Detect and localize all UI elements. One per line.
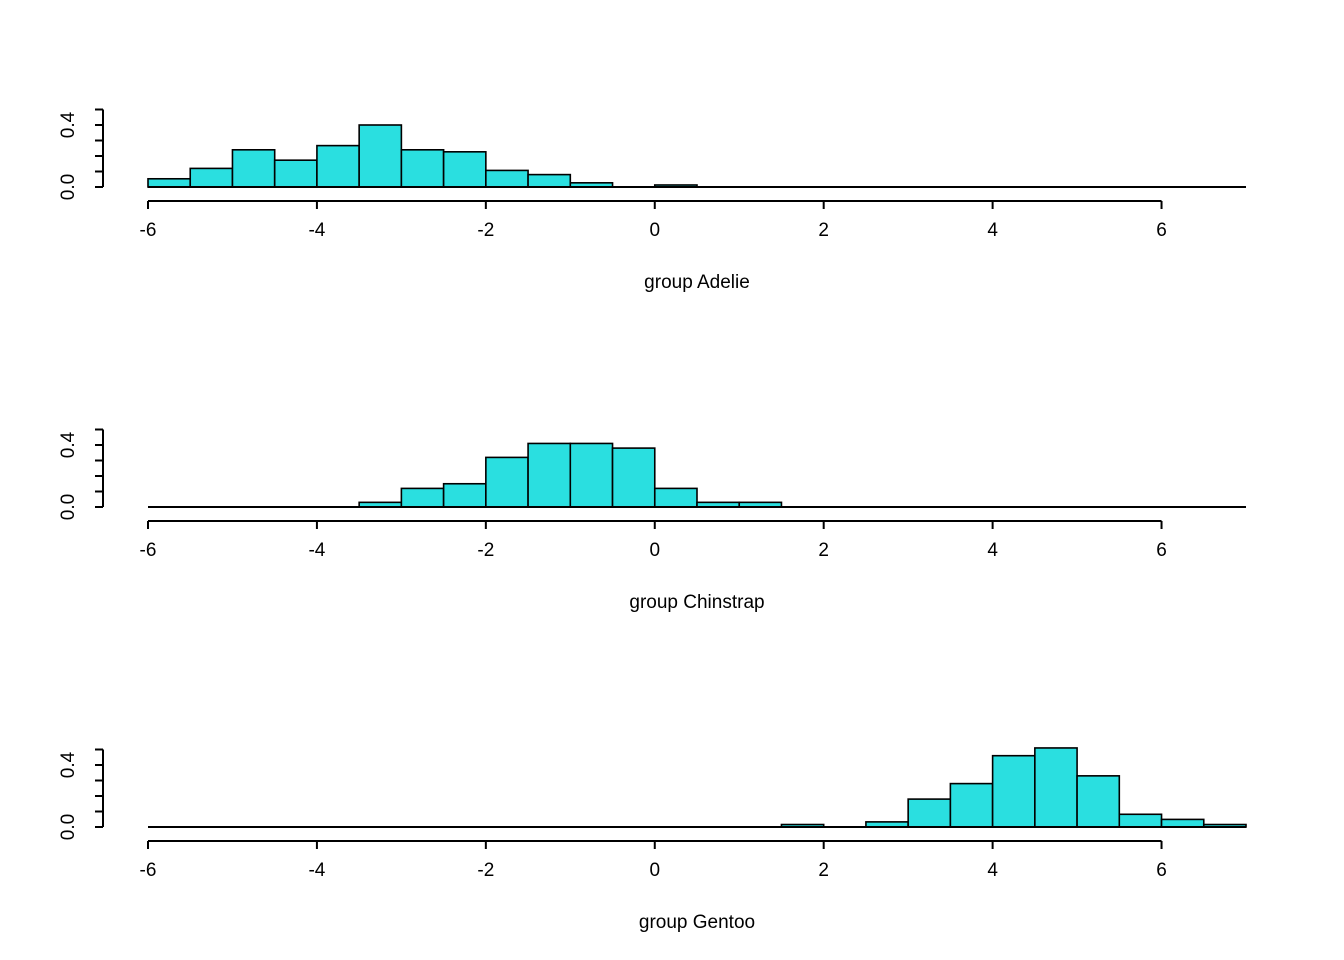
x-tick-label: 2 <box>818 540 829 561</box>
histogram-bar <box>653 487 698 508</box>
x-tick-label: -4 <box>308 860 325 881</box>
y-tick-label: 0.0 <box>58 494 79 520</box>
x-tick-label: 6 <box>1156 540 1167 561</box>
histogram-bar <box>991 754 1036 828</box>
x-tick-label: 6 <box>1156 860 1167 881</box>
y-tick-label: 0.4 <box>58 111 79 138</box>
x-tick-label: -2 <box>477 860 494 881</box>
histogram-bar <box>1034 747 1078 828</box>
histogram-bar <box>442 482 487 508</box>
histogram-bar <box>1076 775 1121 828</box>
x-tick-label: 4 <box>987 220 998 241</box>
x-tick-label: -4 <box>308 220 325 241</box>
histogram-bar <box>611 447 656 508</box>
x-tick-label: -6 <box>140 540 157 561</box>
x-tick-label: -2 <box>477 220 494 241</box>
histogram-bar <box>147 177 192 188</box>
x-tick-label: 4 <box>987 860 998 881</box>
histogram-bar <box>358 124 403 188</box>
histogram-bar <box>442 151 487 188</box>
x-axis-label-gentoo: group Gentoo <box>639 912 755 933</box>
histogram-bar <box>316 144 360 188</box>
x-tick-label: 6 <box>1156 220 1167 241</box>
x-tick-label: 0 <box>649 540 660 561</box>
histogram-bar <box>485 456 529 508</box>
x-tick-label: -6 <box>140 220 157 241</box>
x-tick-label: 2 <box>818 220 829 241</box>
x-tick-label: 0 <box>649 220 660 241</box>
x-axis-label-adelie: group Adelie <box>644 272 750 293</box>
panel-adelie: group Adelie -6 -4 -2 0 2 4 6 0.0 0.4 <box>58 108 1246 293</box>
histogram-bar <box>485 169 529 188</box>
x-tick-label: 4 <box>987 540 998 561</box>
x-tick-label: -2 <box>477 540 494 561</box>
x-tick-label: 0 <box>649 860 660 881</box>
histogram-bar <box>1118 813 1163 828</box>
histogram-bar <box>273 159 318 188</box>
x-tick-label: -6 <box>140 860 157 881</box>
histogram-bar <box>527 173 572 188</box>
y-tick-label: 0.4 <box>58 751 79 778</box>
histogram-bar <box>189 167 234 188</box>
panel-chinstrap: group Chinstrap -6 -4 -2 0 2 4 6 0.0 0.4 <box>58 428 1246 613</box>
y-tick-label: 0.0 <box>58 174 79 200</box>
x-tick-label: 2 <box>818 860 829 881</box>
x-tick-label: -4 <box>308 540 325 561</box>
histogram-bar <box>1160 818 1205 828</box>
histogram-bar <box>569 442 614 508</box>
histogram-bar <box>231 149 276 188</box>
histogram-bar <box>400 149 445 188</box>
histogram-bar <box>527 442 572 508</box>
histogram-bar <box>949 782 994 828</box>
y-tick-label: 0.0 <box>58 814 79 840</box>
histogram-bar <box>400 487 445 508</box>
histogram-bar <box>907 798 952 828</box>
y-tick-label: 0.4 <box>58 431 79 458</box>
x-axis-label-chinstrap: group Chinstrap <box>629 592 764 613</box>
panel-gentoo: group Gentoo -6 -4 -2 0 2 4 6 0.0 0.4 <box>58 747 1247 933</box>
